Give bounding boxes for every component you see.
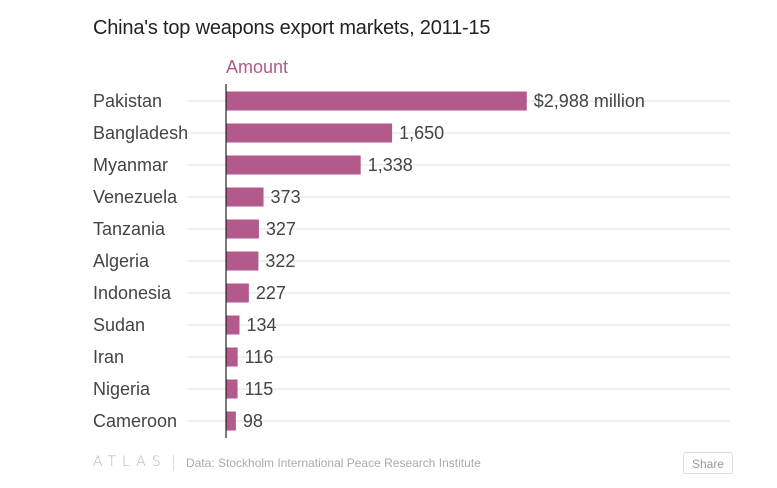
value-label: 1,650 xyxy=(399,123,444,143)
value-label: 327 xyxy=(266,219,296,239)
bar xyxy=(226,251,259,271)
category-label: Tanzania xyxy=(93,219,166,239)
value-label: 98 xyxy=(243,411,263,431)
bar xyxy=(226,347,238,367)
value-label: 116 xyxy=(245,347,274,367)
bar xyxy=(226,315,240,335)
category-label: Indonesia xyxy=(93,283,172,303)
atlas-logo[interactable]: ATLAS xyxy=(93,454,167,470)
bar xyxy=(226,379,238,399)
share-button[interactable]: Share xyxy=(682,452,733,474)
bar xyxy=(226,123,393,143)
category-label: Iran xyxy=(93,347,124,367)
footer-divider xyxy=(173,455,174,471)
footer: ATLAS Data: Stockholm International Peac… xyxy=(93,452,733,476)
category-label: Sudan xyxy=(93,315,145,335)
bar xyxy=(226,219,259,239)
category-label: Nigeria xyxy=(93,379,151,399)
category-label: Venezuela xyxy=(93,187,178,207)
category-label: Algeria xyxy=(93,251,150,271)
category-label: Pakistan xyxy=(93,91,162,111)
bar xyxy=(226,91,527,111)
series-header: Amount xyxy=(226,57,289,77)
value-label: 115 xyxy=(245,379,274,399)
category-label: Myanmar xyxy=(93,155,168,175)
bar xyxy=(226,283,249,303)
value-label: 227 xyxy=(256,283,286,303)
category-label: Cameroon xyxy=(93,411,177,431)
bar xyxy=(226,411,236,431)
chart-title: China's top weapons export markets, 2011… xyxy=(93,17,491,39)
source-text: Data: Stockholm International Peace Rese… xyxy=(186,456,481,470)
category-label: Bangladesh xyxy=(93,123,188,143)
bar xyxy=(226,187,264,207)
value-label: 373 xyxy=(271,187,301,207)
bar xyxy=(226,155,361,175)
value-label: $2,988 million xyxy=(534,91,645,111)
value-label: 322 xyxy=(265,251,295,271)
bar-chart: Pakistan $2,988 million Bangladesh 1,650 Mya… xyxy=(93,84,730,438)
value-label: 134 xyxy=(246,315,276,335)
value-label: 1,338 xyxy=(368,155,413,175)
